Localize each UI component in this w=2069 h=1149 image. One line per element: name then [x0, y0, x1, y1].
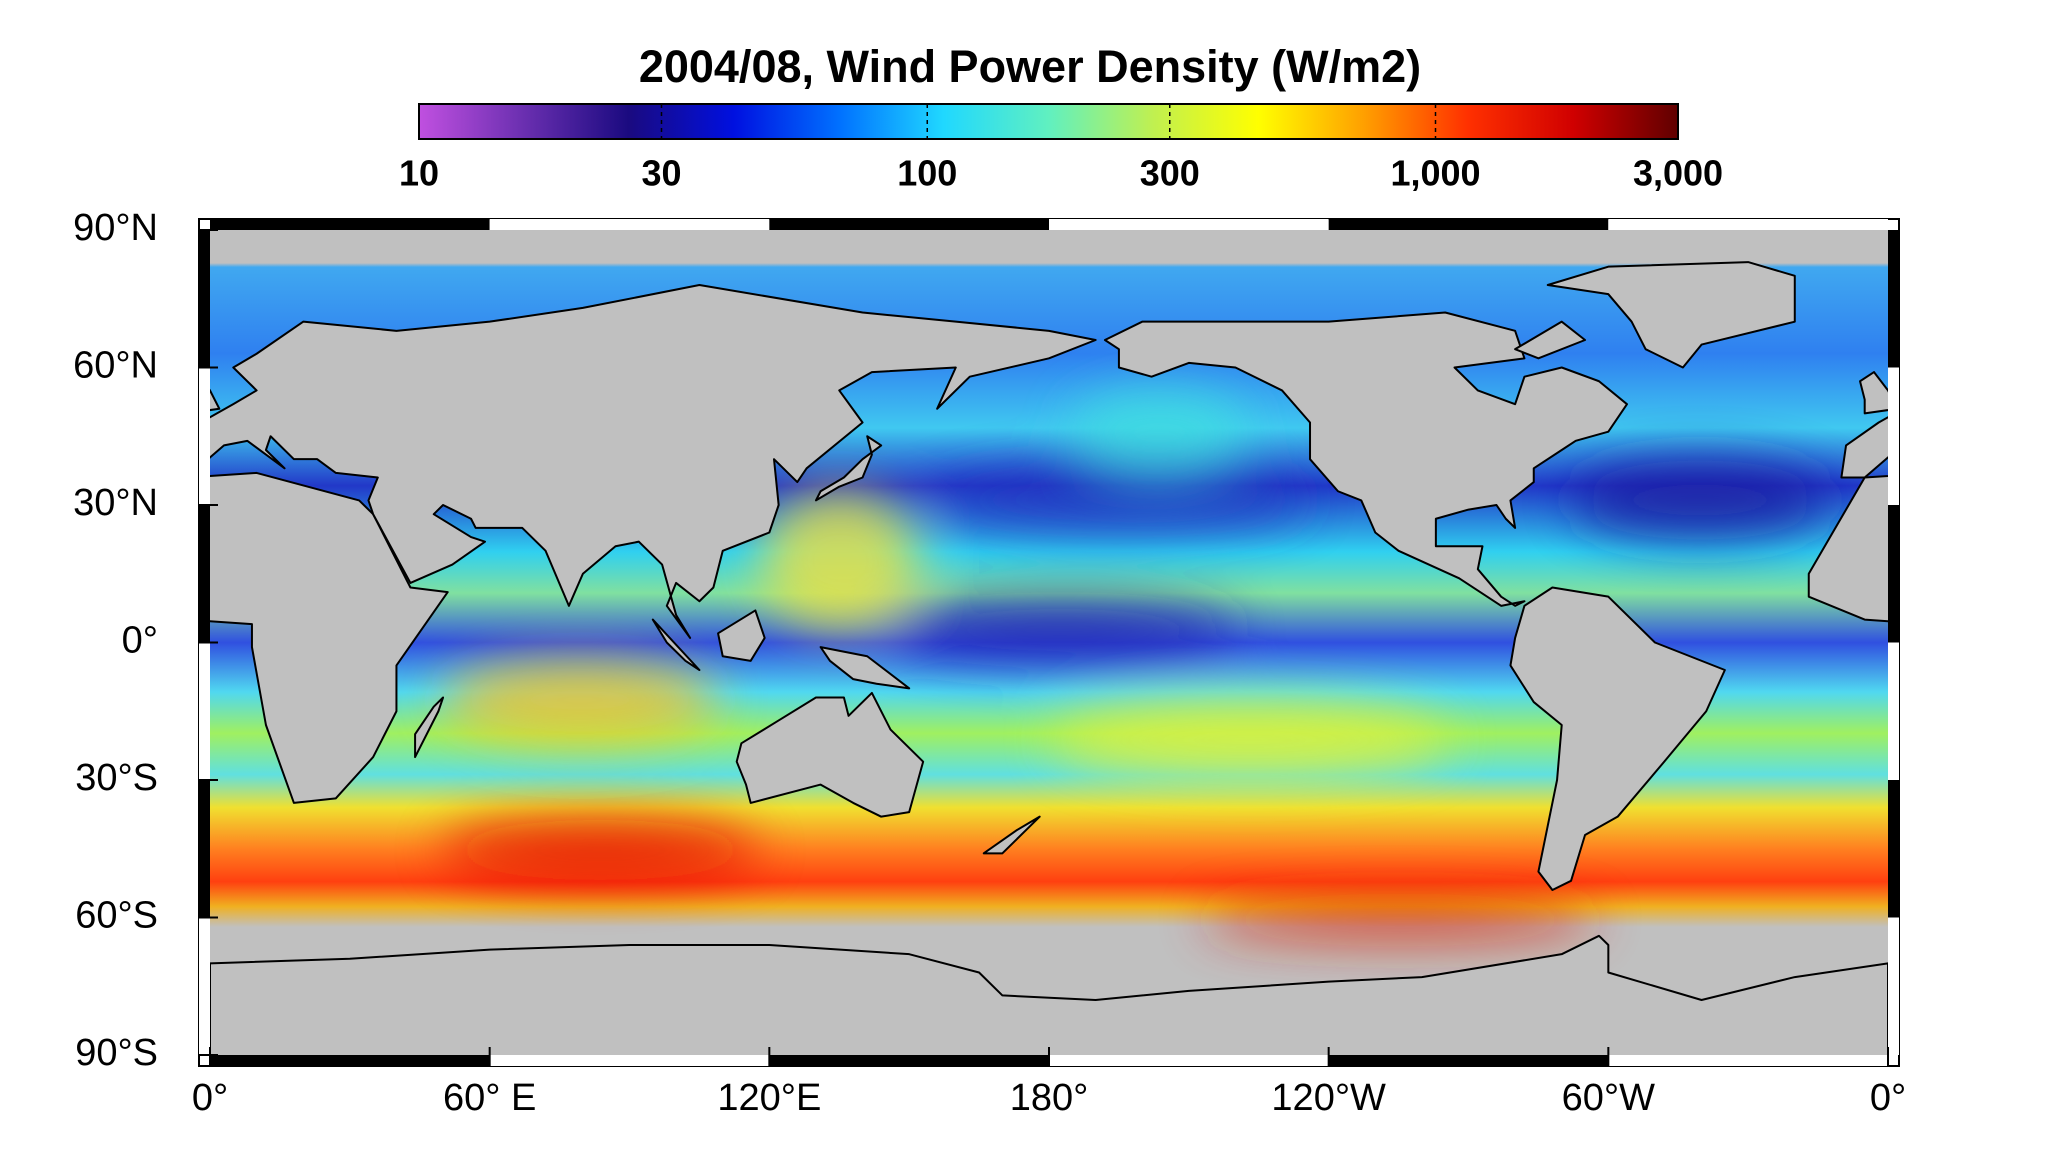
frame-bar: [769, 219, 1049, 230]
land: [414, 696, 445, 759]
colorbar-tick-label: 1,000: [1390, 153, 1480, 194]
frame-bar: [199, 917, 210, 1055]
colorbar: [418, 103, 1679, 140]
colorbar-tick-label: 300: [1140, 153, 1200, 194]
frame-bar: [199, 780, 210, 918]
colorbar-tick-label: 10: [399, 153, 439, 194]
land: [0, 588, 47, 891]
frame-bar: [1608, 219, 1888, 230]
land: [819, 646, 911, 690]
frame-bar: [210, 219, 490, 230]
frame-bar: [199, 505, 210, 643]
land: [735, 691, 925, 818]
frame-bar: [199, 642, 210, 780]
frame-bar: [1888, 642, 1899, 780]
frame-bar: [489, 219, 770, 230]
frame-bar: [1328, 219, 1609, 230]
map-title: 2004/08, Wind Power Density (W/m2): [639, 41, 1421, 92]
y-tick-label: 0°: [122, 620, 158, 662]
y-tick-label: 90°N: [73, 207, 158, 249]
frame-bar: [1049, 219, 1329, 230]
land: [814, 435, 883, 502]
ocean-pattern: [440, 390, 1830, 940]
land: [210, 471, 449, 804]
frame-bar: [1049, 1055, 1329, 1066]
land: [1887, 962, 1888, 1055]
x-tick-label: 120°E: [717, 1077, 821, 1119]
y-tick-label: 60°S: [75, 895, 158, 937]
land: [1546, 261, 1796, 369]
land: [1103, 311, 1628, 607]
frame-bar: [210, 1055, 490, 1066]
frame-bar: [1888, 917, 1899, 1055]
frame-bar: [1328, 1055, 1609, 1066]
frame-bar: [199, 367, 210, 505]
colorbar-tick-label: 30: [641, 153, 681, 194]
colorbar-tick-label: 100: [897, 153, 957, 194]
y-tick-label: 30°S: [75, 757, 158, 799]
frame-bar: [199, 230, 210, 368]
land: [1509, 586, 1726, 891]
frame-bar: [1888, 505, 1899, 643]
y-tick-label: 60°N: [73, 345, 158, 387]
x-tick-label: 0°: [192, 1077, 228, 1119]
frame-bar: [1888, 780, 1899, 918]
land: [1859, 371, 1888, 415]
land: [1807, 474, 1888, 623]
x-tick-label: 60° E: [443, 1077, 536, 1119]
map-area: [0, 230, 1888, 1055]
x-tick-label: 0°: [1870, 1077, 1906, 1119]
land: [651, 618, 701, 671]
x-tick-label: 120°W: [1271, 1077, 1386, 1119]
land: [210, 388, 221, 412]
y-tick-label: 30°N: [73, 482, 158, 524]
y-tick-label: 90°S: [75, 1032, 158, 1074]
land: [982, 815, 1041, 855]
frame-bar: [489, 1055, 770, 1066]
land: [1840, 416, 1888, 479]
frame-bar: [769, 1055, 1049, 1066]
land: [1514, 320, 1587, 360]
x-tick-label: 180°: [1010, 1077, 1089, 1119]
land: [210, 284, 1097, 639]
frame-bar: [1888, 230, 1899, 368]
colorbar-tick-label: 3,000: [1633, 153, 1723, 194]
frame-bar: [1888, 367, 1899, 505]
land: [210, 934, 1888, 1055]
x-tick-label: 60°W: [1562, 1077, 1655, 1119]
land: [717, 609, 766, 662]
frame-bar: [1608, 1055, 1888, 1066]
